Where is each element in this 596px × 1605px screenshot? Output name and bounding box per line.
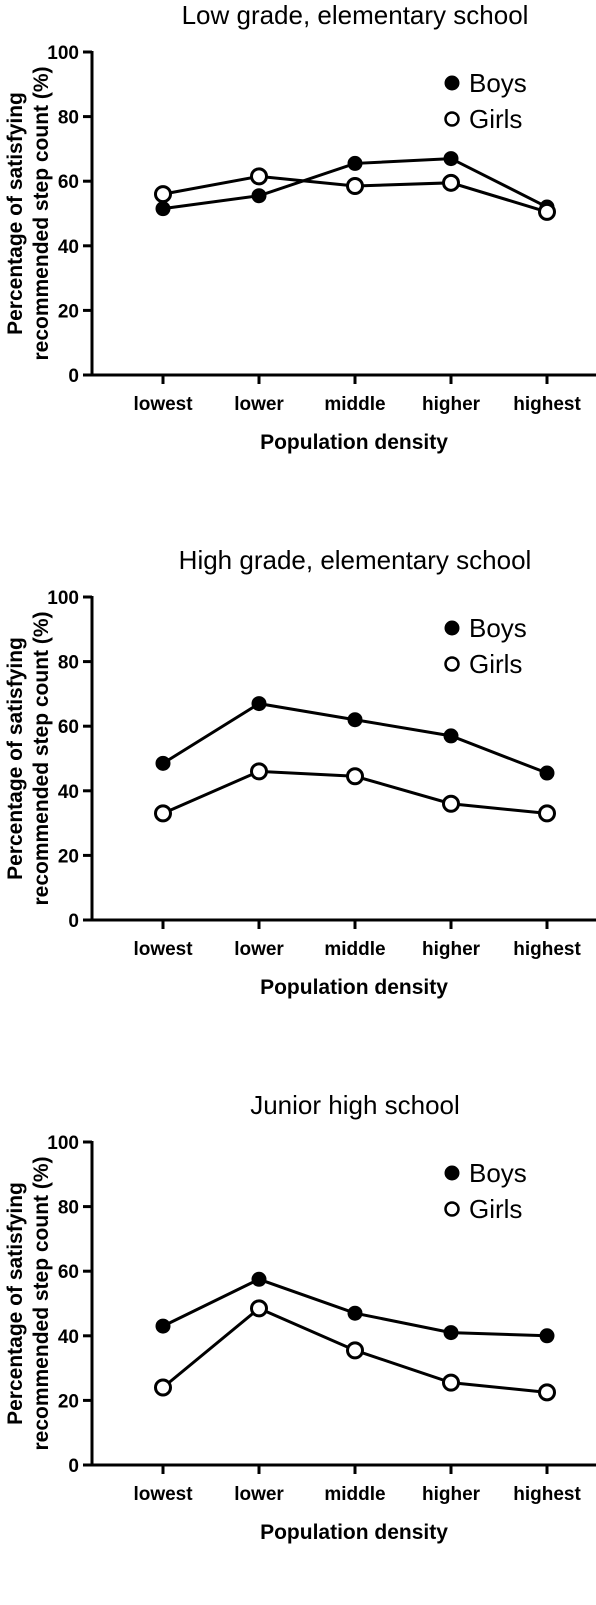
chart-junior-high: Junior high school 0 20 40 60 80 100 lowest lowe… <box>0 1090 596 1605</box>
y-tick-label: 0 <box>68 1456 79 1477</box>
legend-label: Boys <box>469 1158 527 1188</box>
y-axis-label-line: recommended step count (%) <box>30 66 53 360</box>
y-tick-label: 40 <box>58 237 79 258</box>
data-point-boys <box>155 201 171 217</box>
data-point-girls <box>250 762 268 781</box>
legend-label: Girls <box>469 104 522 134</box>
y-tick-label: 60 <box>58 717 79 738</box>
chart-svg: Low grade, elementary school 0 20 40 60 80 100… <box>4 0 596 454</box>
legend-marker-boys <box>444 75 460 91</box>
y-tick-label: 80 <box>58 653 79 674</box>
x-tick-label: highest <box>513 1484 581 1505</box>
data-point-girls <box>250 167 268 186</box>
y-axis-label-line: Percentage of satisfying <box>4 1182 27 1425</box>
x-tick-label: middle <box>324 939 385 960</box>
x-axis-label: Population density <box>260 976 448 999</box>
x-tick-label: higher <box>422 394 481 415</box>
x-tick-label: lowest <box>133 394 193 415</box>
x-axis-label: Population density <box>260 431 448 454</box>
y-tick-label: 80 <box>58 1198 79 1219</box>
legend-marker-boys <box>444 1165 460 1181</box>
chart-high-grade: High grade, elementary school 0 20 40 60 80 10… <box>0 545 596 1060</box>
data-point-boys <box>251 696 267 712</box>
data-point-girls <box>154 185 172 204</box>
y-axis-label: Percentage of satisfying recommended step… <box>4 611 53 905</box>
y-axis-label-line: Percentage of satisfying <box>4 92 27 335</box>
data-point-boys <box>539 765 555 781</box>
chart-title: Low grade, elementary school <box>182 0 529 30</box>
legend-label: Girls <box>469 649 522 679</box>
y-tick-label: 20 <box>58 846 79 867</box>
chart-svg: High grade, elementary school 0 20 40 60 80 10… <box>4 545 596 999</box>
chart-svg: Junior high school 0 20 40 60 80 100 lowest lowe… <box>4 1090 596 1544</box>
data-point-girls <box>154 1378 172 1397</box>
y-tick-label: 100 <box>47 43 79 64</box>
legend-marker-girls <box>444 111 460 127</box>
y-axis-label-line: recommended step count (%) <box>30 1156 53 1450</box>
y-axis-label-line: Percentage of satisfying <box>4 637 27 880</box>
x-tick-label: highest <box>513 394 581 415</box>
y-tick-label: 0 <box>68 911 79 932</box>
data-point-girls <box>250 1299 268 1318</box>
x-tick-label: middle <box>324 1484 385 1505</box>
data-point-girls <box>442 173 460 192</box>
data-point-boys <box>251 188 267 204</box>
y-axis-label: Percentage of satisfying recommended step… <box>4 1156 53 1450</box>
data-point-girls <box>346 1341 364 1360</box>
data-point-boys <box>443 728 459 744</box>
data-point-girls <box>346 767 364 786</box>
data-point-boys <box>539 1328 555 1344</box>
data-point-boys <box>347 712 363 728</box>
x-axis-label: Population density <box>260 1521 448 1544</box>
legend-marker-girls <box>444 1201 460 1217</box>
y-tick-label: 60 <box>58 1262 79 1283</box>
legend-label: Boys <box>469 613 527 643</box>
chart-title: High grade, elementary school <box>179 545 532 575</box>
data-point-girls <box>538 804 556 823</box>
legend-marker-girls <box>444 656 460 672</box>
data-point-boys <box>251 1271 267 1287</box>
x-tick-label: highest <box>513 939 581 960</box>
x-tick-label: lower <box>234 394 284 415</box>
y-tick-label: 100 <box>47 588 79 609</box>
x-tick-label: higher <box>422 1484 481 1505</box>
legend-label: Boys <box>469 68 527 98</box>
y-axis-label-line: recommended step count (%) <box>30 611 53 905</box>
legend-label: Girls <box>469 1194 522 1224</box>
x-tick-label: middle <box>324 394 385 415</box>
chart-title: Junior high school <box>250 1090 460 1120</box>
y-tick-label: 60 <box>58 172 79 193</box>
data-point-boys <box>347 155 363 171</box>
data-point-girls <box>442 1373 460 1392</box>
data-point-boys <box>443 1325 459 1341</box>
y-tick-label: 0 <box>68 366 79 387</box>
data-point-girls <box>346 177 364 196</box>
y-tick-label: 40 <box>58 782 79 803</box>
y-axis-label: Percentage of satisfying recommended step… <box>4 66 53 360</box>
y-tick-label: 20 <box>58 1391 79 1412</box>
data-point-girls <box>154 804 172 823</box>
y-tick-label: 40 <box>58 1327 79 1348</box>
y-tick-label: 80 <box>58 108 79 129</box>
data-point-girls <box>538 202 556 221</box>
data-point-boys <box>155 755 171 771</box>
x-tick-label: higher <box>422 939 481 960</box>
data-point-girls <box>538 1383 556 1402</box>
y-tick-label: 20 <box>58 301 79 322</box>
data-point-girls <box>442 794 460 813</box>
legend-marker-boys <box>444 620 460 636</box>
x-tick-label: lowest <box>133 1484 193 1505</box>
chart-low-grade: Low grade, elementary school 0 20 40 60 80 100… <box>0 0 596 515</box>
y-tick-label: 100 <box>47 1133 79 1154</box>
data-point-boys <box>155 1318 171 1334</box>
x-tick-label: lowest <box>133 939 193 960</box>
data-point-boys <box>443 151 459 167</box>
x-tick-label: lower <box>234 939 284 960</box>
data-point-boys <box>347 1305 363 1321</box>
x-tick-label: lower <box>234 1484 284 1505</box>
